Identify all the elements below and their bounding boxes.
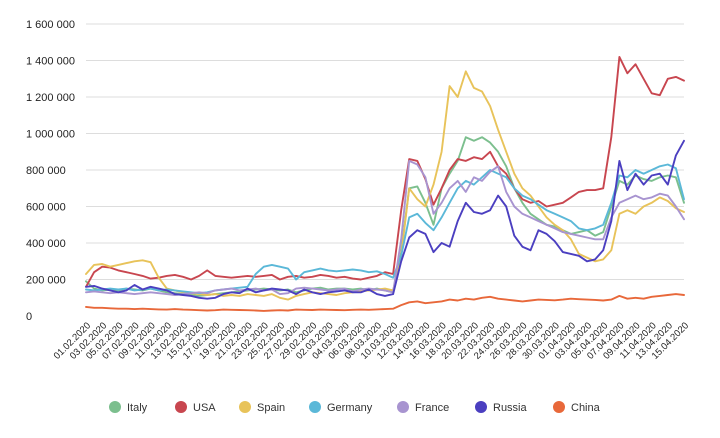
series-line-china bbox=[85, 293, 685, 312]
legend-item-france: France bbox=[397, 401, 449, 414]
series-line-russia bbox=[85, 139, 685, 300]
y-axis-tick-labels: 0 200 000 400 000 600 000 800 000 1 000 000 1 … bbox=[26, 19, 75, 323]
legend-item-usa: USA bbox=[175, 401, 216, 414]
gridlines bbox=[86, 23, 684, 280]
legend-item-italy: Italy bbox=[109, 401, 148, 414]
legend-item-spain: Spain bbox=[239, 401, 285, 414]
y-tick-label: 600 000 bbox=[26, 202, 66, 214]
series-line-usa bbox=[85, 55, 685, 288]
legend-swatch bbox=[309, 401, 321, 413]
series-line-spain bbox=[85, 70, 685, 301]
legend-item-germany: Germany bbox=[309, 401, 373, 414]
y-tick-label: 800 000 bbox=[26, 165, 66, 177]
y-tick-label: 0 bbox=[26, 311, 32, 323]
legend-swatch bbox=[475, 401, 487, 413]
legend-label: Spain bbox=[257, 402, 285, 414]
y-tick-label: 400 000 bbox=[26, 238, 66, 250]
legend-label: Italy bbox=[127, 402, 148, 414]
legend-swatch bbox=[553, 401, 565, 413]
y-tick-label: 1 200 000 bbox=[26, 92, 75, 104]
legend: Italy USA Spain Germany France Russia China bbox=[109, 401, 601, 414]
y-tick-label: 1 600 000 bbox=[26, 19, 75, 31]
x-axis-tick-labels: 01.02.202003.02.202005.02.202007.02.2020… bbox=[52, 320, 691, 361]
legend-swatch bbox=[239, 401, 251, 413]
legend-label: China bbox=[571, 402, 601, 414]
y-tick-label: 1 000 000 bbox=[26, 129, 75, 141]
legend-item-china: China bbox=[553, 401, 601, 414]
y-tick-label: 200 000 bbox=[26, 275, 66, 287]
legend-label: USA bbox=[193, 402, 216, 414]
legend-swatch bbox=[175, 401, 187, 413]
legend-label: Russia bbox=[493, 402, 528, 414]
series-line-germany bbox=[85, 163, 685, 295]
legend-swatch bbox=[397, 401, 409, 413]
legend-item-russia: Russia bbox=[475, 401, 528, 414]
series-lines bbox=[85, 55, 685, 312]
series-line-france bbox=[85, 159, 685, 296]
y-tick-label: 1 400 000 bbox=[26, 56, 75, 68]
legend-swatch bbox=[109, 401, 121, 413]
legend-label: France bbox=[415, 402, 449, 414]
legend-label: Germany bbox=[327, 402, 373, 414]
